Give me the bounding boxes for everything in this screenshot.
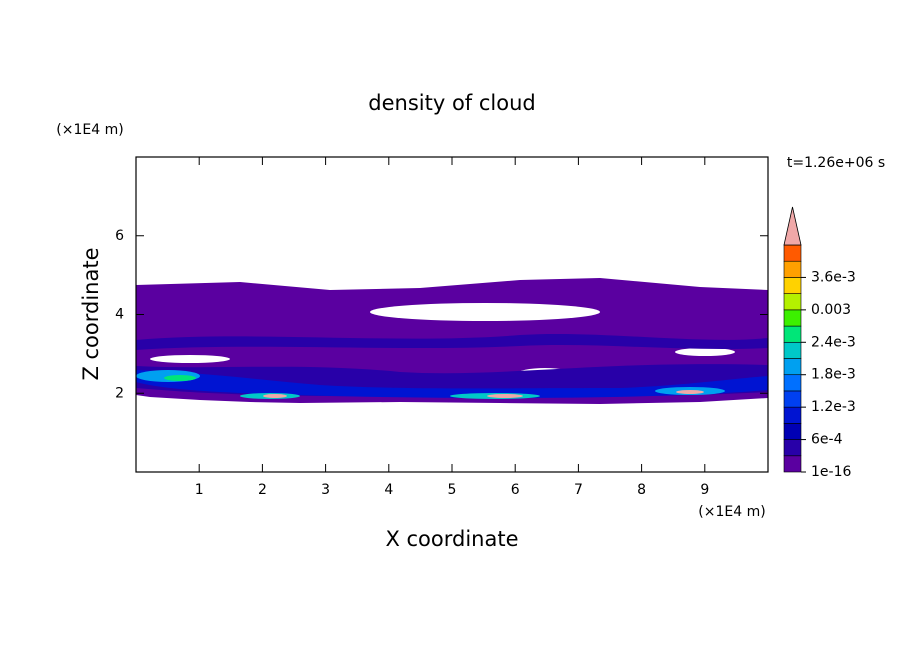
colorbar-extend	[783, 206, 802, 246]
colorbar-label: 1.2e-3	[811, 399, 856, 415]
cloud-field	[136, 278, 768, 404]
colorbar-label: 2.4e-3	[811, 334, 856, 350]
x-axis-label: X coordinate	[385, 527, 518, 551]
contour-fill	[136, 333, 768, 350]
colorbar-label: 1.8e-3	[811, 367, 856, 383]
x-tick-label: 2	[258, 482, 267, 498]
colorbar-swatch	[783, 260, 802, 278]
colorbar-label: 1e-16	[811, 464, 851, 480]
y-tick-label: 4	[115, 307, 124, 323]
x-tick-label: 4	[384, 482, 393, 498]
colorbar-swatch	[783, 277, 802, 294]
contour-fill	[676, 390, 704, 394]
contour-fill	[263, 394, 287, 398]
x-tick-label: 1	[195, 482, 204, 498]
y-axis-label: Z coordinate	[79, 247, 103, 380]
contour-fill	[136, 370, 768, 398]
colorbar-swatch	[783, 390, 802, 408]
x-unit: (×1E4 m)	[698, 504, 765, 520]
y-tick-label: 6	[115, 228, 124, 244]
contour-hole	[150, 355, 230, 363]
time-label: t=1.26e+06 s	[787, 155, 885, 171]
y-unit: (×1E4 m)	[56, 122, 123, 138]
x-tick-label: 5	[448, 482, 457, 498]
contour-fill	[487, 394, 523, 398]
colorbar-swatch	[783, 439, 802, 457]
colorbar-label: 3.6e-3	[811, 269, 856, 285]
x-tick-label: 3	[321, 482, 330, 498]
contour-fill	[164, 375, 196, 381]
chart-title: density of cloud	[368, 91, 535, 115]
colorbar-swatch	[783, 325, 802, 343]
contour-hole	[370, 303, 600, 321]
colorbar-swatch	[783, 293, 802, 311]
colorbar-swatch	[783, 455, 802, 473]
x-tick-label: 9	[700, 482, 709, 498]
y-tick-label: 2	[115, 385, 124, 401]
colorbar-swatch	[783, 374, 802, 392]
x-tick-label: 8	[637, 482, 646, 498]
colorbar-swatch	[783, 309, 802, 327]
colorbar-label: 6e-4	[811, 432, 843, 448]
colorbar-swatch	[783, 423, 802, 440]
x-tick-label: 7	[574, 482, 583, 498]
contour-hole	[675, 348, 735, 356]
x-tick-label: 6	[511, 482, 520, 498]
colorbar-swatch	[783, 341, 802, 359]
colorbar-swatch	[783, 406, 802, 424]
colorbar-swatch	[783, 244, 802, 262]
colorbar-label: 0.003	[811, 302, 851, 318]
colorbar-swatch	[783, 358, 802, 376]
